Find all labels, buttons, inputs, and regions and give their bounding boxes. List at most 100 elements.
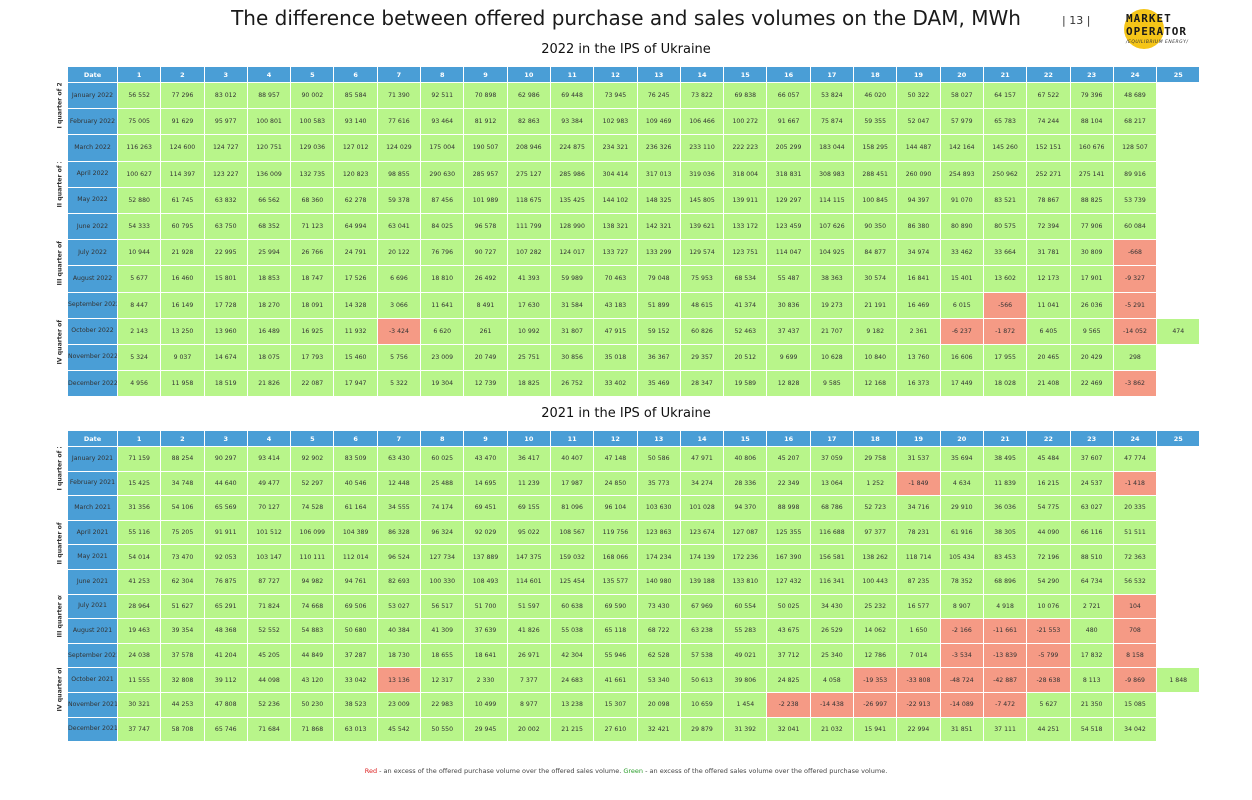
quarter-label: III quarter of 2021	[51, 593, 68, 669]
header-hour: 1	[116, 66, 162, 83]
value-cell: 12 786	[853, 642, 898, 669]
value-cell: 109 469	[636, 108, 681, 136]
value-cell: 90 350	[853, 212, 898, 241]
value-cell: 183 044	[809, 134, 855, 162]
value-cell: 93 464	[420, 108, 465, 136]
value-cell: 254 893	[939, 160, 984, 188]
value-cell: 52 723	[853, 495, 898, 521]
value-cell: 68 360	[290, 186, 335, 214]
header-hour: 14	[679, 430, 725, 447]
value-cell: 119 756	[593, 519, 638, 546]
month-row: February 2022 75 005 91 629 95 977 100 801 10…	[52, 108, 1201, 136]
value-cell: 11 239	[506, 470, 551, 497]
value-cell: 128 507	[1112, 134, 1158, 162]
value-cell: 133 810	[723, 568, 768, 595]
value-cell: 319 036	[679, 160, 725, 188]
value-cell: 61 745	[160, 186, 205, 214]
quarter-label-text: I quarter of 2021	[56, 446, 63, 491]
value-cell: -3 862	[1112, 370, 1158, 398]
value-cell: -6 237	[939, 317, 984, 345]
value-cell: 75 005	[116, 108, 162, 136]
value-cell: 58 708	[160, 716, 205, 743]
value-cell: 108 567	[549, 519, 595, 546]
value-cell: 20 749	[463, 343, 508, 372]
header-hour: 6	[333, 430, 378, 447]
value-cell	[1156, 593, 1201, 620]
value-cell: 36 036	[982, 495, 1028, 521]
month-row: IV quarter of 2021 October 2021 11 555 32 8…	[51, 667, 1201, 743]
value-cell: 41 204	[203, 642, 248, 669]
value-cell: 11 839	[982, 470, 1028, 497]
value-cell: 12 317	[420, 667, 465, 693]
value-cell: 32 808	[160, 667, 205, 693]
value-cell: 285 957	[463, 160, 508, 188]
value-cell: 33 664	[982, 239, 1028, 267]
value-cell: 89 916	[1112, 160, 1158, 188]
value-cell: 107 282	[506, 239, 551, 267]
value-cell: 78 231	[896, 519, 941, 546]
value-cell: 66 116	[1069, 519, 1114, 546]
value-cell: 44 090	[1026, 519, 1071, 546]
value-cell: 24 791	[333, 239, 378, 267]
value-cell	[1156, 160, 1201, 188]
value-cell: 38 363	[809, 265, 855, 293]
value-cell: 5 677	[116, 265, 162, 293]
value-cell: 23 009	[376, 691, 422, 718]
value-cell: 116 341	[809, 568, 855, 595]
value-cell: -668	[1112, 239, 1158, 267]
value-cell: 53 739	[1112, 186, 1158, 214]
value-cell: -3 424	[376, 317, 422, 345]
value-cell: 88 254	[160, 446, 205, 472]
value-cell: 14 674	[203, 343, 248, 372]
value-cell: 22 469	[1069, 370, 1114, 398]
value-cell: 4 918	[982, 593, 1028, 620]
value-cell: 64 734	[1069, 568, 1114, 595]
value-cell: 145 805	[679, 186, 725, 214]
value-cell: 318 004	[723, 160, 768, 188]
value-cell: 25 340	[809, 642, 855, 669]
value-cell: 31 356	[116, 495, 162, 521]
month-label: November 2022	[67, 343, 118, 372]
value-cell: 54 014	[116, 544, 162, 570]
value-cell: 50 586	[636, 446, 681, 472]
value-cell: 24 850	[593, 470, 638, 497]
value-cell: 106 099	[290, 519, 335, 546]
value-cell: 208 946	[506, 134, 551, 162]
value-cell: 66 562	[246, 186, 292, 214]
value-cell: 6 696	[376, 265, 422, 293]
value-cell: 26 036	[1069, 291, 1114, 319]
value-cell: 138 321	[593, 212, 638, 241]
value-cell: 53 027	[376, 593, 422, 620]
value-cell: 21 215	[549, 716, 595, 743]
value-cell: 59 378	[376, 186, 422, 214]
value-cell: 55 283	[723, 618, 768, 644]
value-cell: 16 373	[896, 370, 941, 398]
value-cell: 140 980	[636, 568, 681, 595]
value-cell: 480	[1069, 618, 1114, 644]
value-cell: 100 801	[246, 108, 292, 136]
value-cell: 25 994	[246, 239, 292, 267]
value-cell: 4 634	[939, 470, 984, 497]
logo-circle-icon	[1124, 9, 1164, 49]
value-cell: 71 390	[376, 81, 422, 110]
month-label: June 2022	[67, 212, 118, 241]
value-cell: 77 296	[160, 81, 205, 110]
value-cell: 66 057	[766, 81, 811, 110]
value-cell: 34 555	[376, 495, 422, 521]
value-cell: 29 945	[463, 716, 508, 743]
quarter-label-text: II quarter of 2021	[56, 520, 63, 565]
value-cell: 11 932	[333, 317, 378, 345]
table-2022-subtitle: 2022 in the IPS of Ukraine	[541, 42, 711, 57]
dam-table-2021: Date 1 2 3 4 5 6 7 8 9 10 11 12 13 14 15 16 17 18 19 20 21 22 2…	[51, 430, 1201, 743]
value-cell: 65 746	[203, 716, 248, 743]
value-cell: 116 263	[116, 134, 162, 162]
value-cell: 7 377	[506, 667, 551, 693]
value-cell: 8 113	[1069, 667, 1114, 693]
header-hour: 5	[290, 66, 335, 83]
quarter-label-text: III quarter of 2022	[56, 239, 63, 286]
value-cell: 50 680	[333, 618, 378, 644]
value-cell: 18 825	[506, 370, 551, 398]
value-cell: 71 159	[116, 446, 162, 472]
value-cell: 21 707	[809, 317, 855, 345]
value-cell: 24 038	[116, 642, 162, 669]
